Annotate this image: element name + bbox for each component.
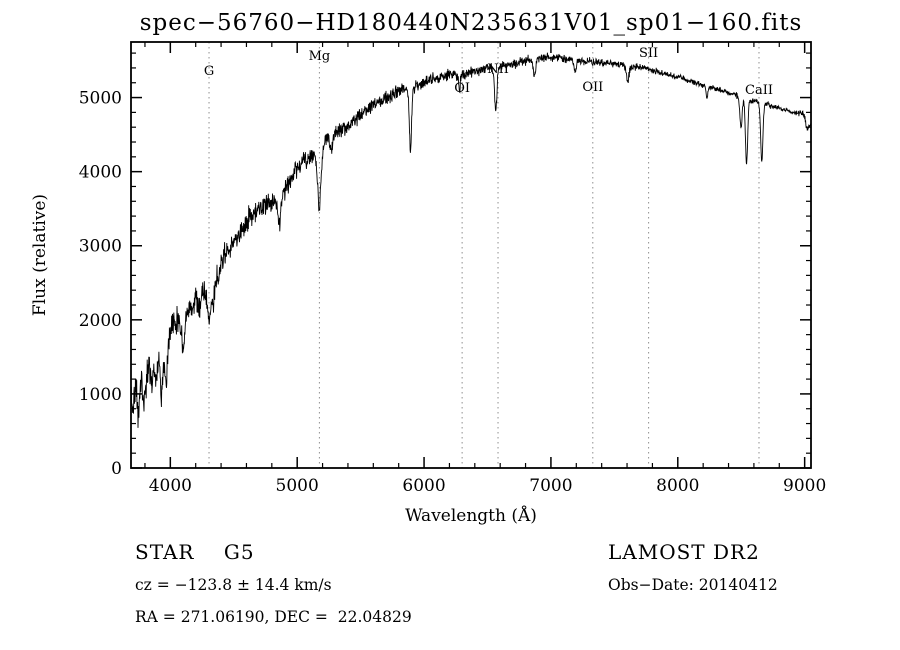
y-tick-label: 4000 — [79, 163, 122, 183]
spectral-line-label: SII — [639, 46, 658, 61]
plot-box — [130, 41, 812, 469]
spectral-line-label: OI — [454, 81, 470, 96]
ra-dec-text: RA = 271.06190, DEC = 22.04829 — [135, 608, 412, 626]
y-axis-label: Flux (relative) — [30, 193, 50, 317]
y-tick-label: 0 — [111, 459, 122, 479]
x-tick-label: 9000 — [783, 476, 826, 496]
x-tick-label: 4000 — [149, 476, 192, 496]
x-axis-label: Wavelength (Å) — [405, 506, 537, 526]
y-tick-label: 1000 — [79, 385, 122, 405]
spectral-line-label: G — [204, 64, 214, 79]
x-tick-label: 5000 — [276, 476, 319, 496]
survey-label: LAMOST DR2 — [608, 540, 760, 564]
x-tick-label: 6000 — [402, 476, 445, 496]
spectral-line-label: OII — [582, 80, 603, 95]
x-tick-label: 7000 — [529, 476, 572, 496]
y-tick-label: 3000 — [79, 237, 122, 257]
spectral-line-label: CaII — [745, 83, 773, 98]
radial-velocity-text: cz = −123.8 ± 14.4 km/s — [135, 576, 332, 594]
plot-title: spec−56760−HD180440N235631V01_sp01−160.f… — [139, 10, 803, 36]
star-class-text: STAR G5 — [135, 540, 255, 564]
y-tick-label: 2000 — [79, 311, 122, 331]
x-tick-label: 8000 — [656, 476, 699, 496]
obs-date-text: Obs−Date: 20140412 — [608, 576, 778, 594]
y-tick-label: 5000 — [79, 89, 122, 109]
spectrum-trace — [130, 52, 812, 428]
spectral-line-label: Mg — [309, 49, 331, 64]
